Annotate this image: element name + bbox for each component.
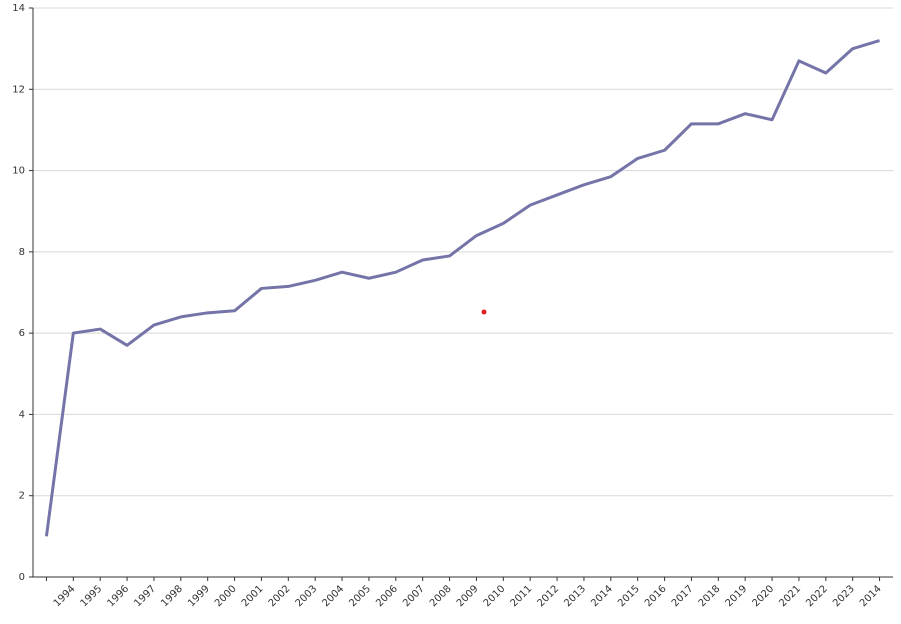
y-tick-label: 8 [19, 247, 25, 258]
x-tick-label: 2016 [643, 583, 669, 609]
x-tick-label: 2007 [401, 583, 427, 609]
y-tick-label: 10 [12, 166, 25, 177]
x-tick-label: 2014 [589, 583, 615, 609]
x-tick-label: 2021 [777, 583, 803, 609]
x-tick-label: 2023 [831, 583, 857, 609]
x-tick-label: 2020 [751, 583, 777, 609]
y-tick-label: 2 [19, 491, 25, 502]
x-tick-label: 1995 [79, 583, 105, 609]
cursor-dot [481, 309, 487, 315]
y-tick-label: 12 [12, 84, 25, 95]
x-tick-label: 1998 [159, 583, 185, 609]
x-tick-label: 1997 [132, 583, 158, 609]
x-tick-label: 2018 [697, 583, 723, 609]
y-tick-label: 4 [19, 409, 25, 420]
y-tick-label: 6 [19, 328, 25, 339]
x-tick-label: 2002 [267, 583, 293, 609]
x-tick-label: 2022 [804, 583, 830, 609]
x-tick-label: 1994 [52, 583, 78, 609]
x-tick-label: 1999 [186, 583, 212, 609]
x-tick-label: 2014 [858, 583, 884, 609]
x-tick-label: 2013 [562, 583, 588, 609]
x-tick-label: 2017 [670, 583, 696, 609]
x-tick-label: 2001 [240, 583, 266, 609]
x-tick-label: 2009 [455, 583, 481, 609]
x-tick-label: 2010 [482, 583, 508, 609]
x-tick-label: 2000 [213, 583, 239, 609]
x-tick-label: 2008 [428, 583, 454, 609]
y-tick-label: 0 [19, 572, 25, 583]
x-tick-label: 2012 [536, 583, 562, 609]
x-tick-label: 2003 [294, 583, 320, 609]
x-tick-label: 2006 [374, 583, 400, 609]
x-tick-label: 2011 [509, 583, 535, 609]
x-tick-label: 2019 [724, 583, 750, 609]
x-tick-label: 1996 [106, 583, 132, 609]
x-tick-label: 2004 [321, 583, 347, 609]
x-tick-label: 2015 [616, 583, 642, 609]
x-tick-label: 2005 [347, 583, 373, 609]
line [44, 39, 880, 537]
y-tick-label: 14 [12, 3, 25, 14]
